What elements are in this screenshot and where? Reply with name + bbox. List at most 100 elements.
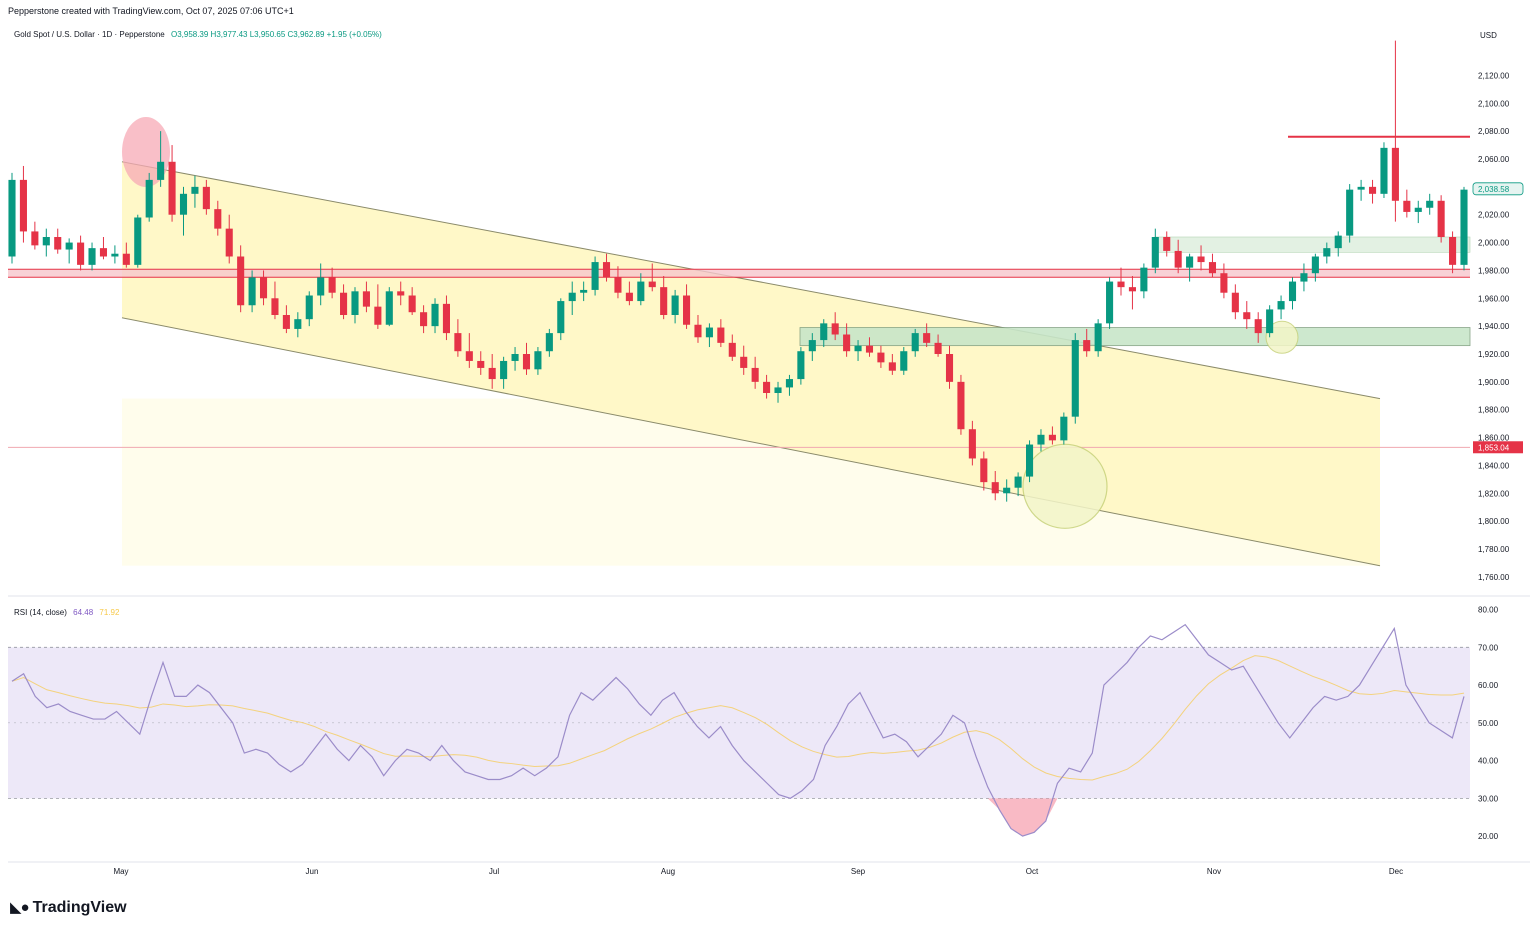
- price-tick-label: 1,880.00: [1478, 406, 1510, 415]
- candle-body: [751, 367, 759, 382]
- candle-body: [237, 256, 245, 306]
- candle-body: [225, 228, 233, 257]
- candle-body: [728, 342, 736, 357]
- rsi-axis[interactable]: 80.00 70.00 60.00 50.00 40.00 30.00 20.00: [1478, 606, 1499, 842]
- last-price-label: 2,038.58: [1478, 185, 1510, 194]
- price-tick-label: 2,000.00: [1478, 239, 1510, 248]
- candle-body: [648, 281, 656, 288]
- candle-body: [1003, 487, 1011, 494]
- candle-body: [683, 295, 691, 325]
- currency-label: USD: [1480, 31, 1497, 40]
- candle-body: [1231, 292, 1239, 313]
- candle-body: [1151, 237, 1159, 268]
- resistance-zone: [8, 269, 1470, 278]
- candle-body: [488, 367, 496, 380]
- rsi-ma-value: 71.92: [99, 608, 120, 617]
- price-tick-label: 1,980.00: [1478, 266, 1510, 275]
- candle-body: [797, 351, 805, 380]
- price-axis[interactable]: 2,120.002,100.002,080.002,060.002,040.00…: [1472, 71, 1524, 582]
- candle-body: [191, 186, 199, 194]
- time-tick-label: Nov: [1207, 867, 1221, 876]
- price-tick-label: 2,120.00: [1478, 71, 1510, 80]
- candle-body: [202, 186, 210, 210]
- price-tick-label: 1,900.00: [1478, 378, 1510, 387]
- candle-body: [545, 333, 553, 352]
- candle-body: [397, 291, 405, 296]
- rsi-line: [11, 623, 1465, 837]
- price-tick-label: 1,960.00: [1478, 294, 1510, 303]
- time-tick-label: Jul: [489, 867, 499, 876]
- candle-body: [65, 242, 73, 250]
- rsi-legend[interactable]: RSI (14, close) 64.48 71.92: [14, 608, 119, 617]
- candle-body: [763, 381, 771, 393]
- candle-body: [168, 161, 176, 215]
- candle-body: [408, 295, 416, 313]
- candle-body: [888, 362, 896, 371]
- candle-body: [820, 323, 828, 341]
- price-tick-label: 1,800.00: [1478, 517, 1510, 526]
- candle-body: [1357, 186, 1365, 190]
- candle-body: [465, 351, 473, 361]
- candle-body: [1220, 273, 1228, 293]
- candle-body: [351, 291, 359, 315]
- candle-body: [1106, 281, 1114, 324]
- rsi-ma-line: [11, 655, 1465, 781]
- candle-body: [1426, 200, 1434, 208]
- candle-body: [442, 303, 451, 334]
- candle-body: [99, 248, 108, 257]
- candle-body: [1163, 237, 1171, 251]
- candle-body: [522, 354, 531, 370]
- rsi-value: 64.48: [73, 608, 94, 617]
- time-axis[interactable]: May Jun Jul Aug Sep Oct Nov Dec: [8, 861, 1530, 876]
- candle-body: [1403, 200, 1411, 212]
- candle-body: [785, 379, 793, 388]
- price-pane[interactable]: [8, 40, 1471, 567]
- candle-body: [557, 301, 565, 334]
- symbol-legend[interactable]: Gold Spot / U.S. Dollar · 1D · Peppersto…: [14, 30, 382, 39]
- candle-body: [694, 324, 702, 338]
- candle-body: [1391, 147, 1399, 201]
- rsi-tick-label: 80.00: [1478, 606, 1499, 615]
- candle-body: [454, 333, 462, 352]
- candle-body: [431, 303, 439, 327]
- time-tick-label: Dec: [1389, 867, 1403, 876]
- candle-body: [362, 291, 370, 307]
- candle-body: [968, 429, 976, 459]
- candle-body: [88, 248, 96, 265]
- candle-body: [1368, 186, 1377, 194]
- candle-body: [42, 237, 50, 246]
- support-zone-lower: [799, 327, 1471, 347]
- candle-body: [1437, 200, 1445, 237]
- candle-body: [122, 253, 130, 265]
- candle-body: [808, 340, 816, 352]
- candle-body: [705, 327, 713, 338]
- candle-body: [831, 323, 839, 335]
- price-tick-label: 1,920.00: [1478, 350, 1510, 359]
- price-tick-label: 2,020.00: [1478, 211, 1510, 220]
- symbol-name: Gold Spot / U.S. Dollar · 1D · Peppersto…: [14, 30, 165, 39]
- candle-body: [591, 262, 599, 290]
- candle-body: [1243, 312, 1251, 320]
- rsi-tick-label: 70.00: [1478, 643, 1499, 652]
- rsi-tick-label: 20.00: [1478, 832, 1499, 841]
- highlight-circle-oct: [1022, 443, 1108, 529]
- candle-body: [717, 327, 725, 343]
- tradingview-logo[interactable]: ◣● TradingView: [10, 898, 127, 917]
- candle-body: [294, 319, 302, 329]
- candle-body: [854, 345, 862, 352]
- tradingview-icon: ◣●: [10, 899, 30, 916]
- candle-body: [625, 292, 633, 302]
- candle-body: [568, 292, 576, 302]
- time-tick-label: Oct: [1026, 867, 1039, 876]
- chart-attribution: Pepperstone created with TradingView.com…: [8, 6, 294, 16]
- price-tick-label: 1,860.00: [1478, 434, 1510, 443]
- candle-body: [957, 381, 965, 430]
- candle-body: [1254, 319, 1262, 334]
- marker-price-tag: [1473, 441, 1523, 454]
- candle-body: [8, 179, 16, 257]
- rsi-pane[interactable]: [8, 595, 1530, 837]
- highlight-circle-nov: [1265, 320, 1299, 354]
- candle-body: [1380, 147, 1388, 194]
- candle-body: [602, 262, 611, 278]
